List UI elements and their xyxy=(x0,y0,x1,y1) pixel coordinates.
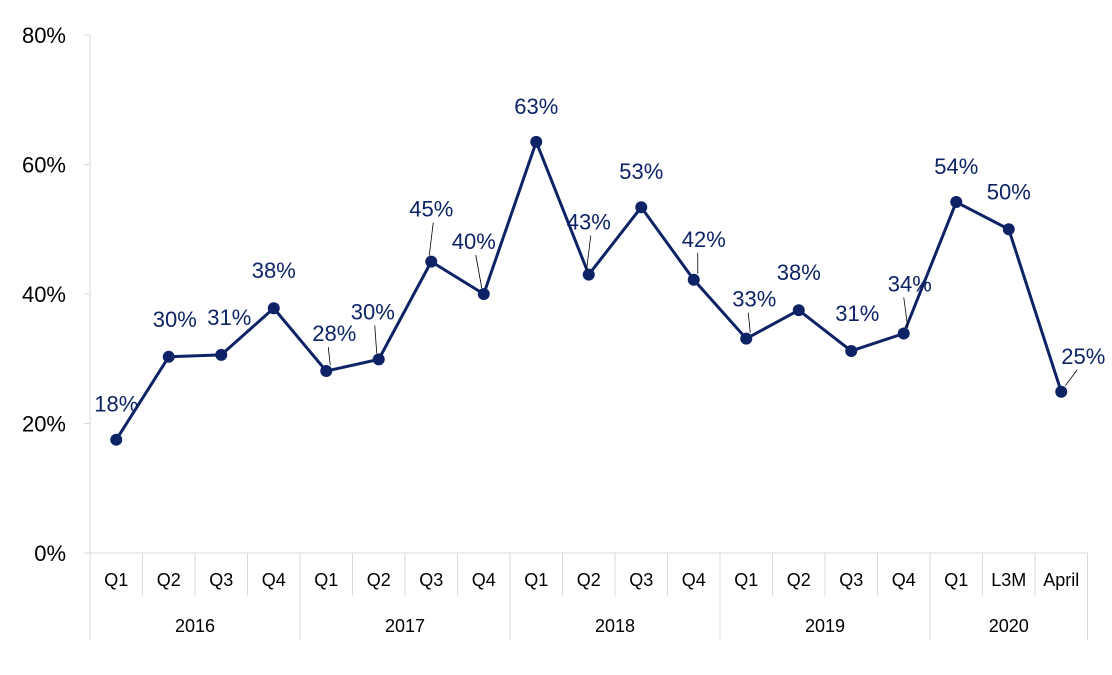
data-point xyxy=(845,344,858,357)
x-tick-label: Q4 xyxy=(892,570,916,590)
data-label: 30% xyxy=(351,299,395,324)
y-tick-label: 60% xyxy=(22,153,66,178)
data-point xyxy=(320,365,333,378)
data-label: 38% xyxy=(777,260,821,285)
data-point xyxy=(267,302,280,315)
data-label: 28% xyxy=(312,321,356,346)
data-point xyxy=(215,348,228,361)
x-tick-label: Q1 xyxy=(314,570,338,590)
data-label: 34% xyxy=(888,271,932,296)
data-label: 25% xyxy=(1061,344,1105,369)
data-label: 50% xyxy=(987,179,1031,204)
x-tick-label: Q1 xyxy=(524,570,548,590)
x-group-label: 2019 xyxy=(805,616,845,636)
data-label: 63% xyxy=(514,94,558,119)
data-label: 18% xyxy=(94,392,138,417)
data-label: 45% xyxy=(409,197,453,222)
x-tick-label: Q2 xyxy=(157,570,181,590)
axes: 0% 20% 40% 60% 80% Q1 Q2 Q3 Q4 Q1 Q2 Q3 Q4 Q1 Q2 Q3 Q4 Q1… xyxy=(22,23,1088,640)
data-points-layer xyxy=(110,135,1068,446)
data-label: 54% xyxy=(934,154,978,179)
label-leader-line xyxy=(475,254,483,289)
data-point xyxy=(740,332,753,345)
data-point xyxy=(372,353,385,366)
label-leader-line xyxy=(747,312,751,333)
x-tick-label: Q3 xyxy=(629,570,653,590)
x-tick-label: Q2 xyxy=(577,570,601,590)
data-point xyxy=(1002,223,1015,236)
data-point xyxy=(110,433,123,446)
x-tick-label: April xyxy=(1043,570,1079,590)
x-tick-label: Q2 xyxy=(367,570,391,590)
y-tick-label: 80% xyxy=(22,23,66,48)
label-leader-line xyxy=(327,347,331,366)
x-group-label: 2020 xyxy=(989,616,1029,636)
x-tick-label: L3M xyxy=(991,570,1026,590)
y-tick-label: 20% xyxy=(22,412,66,437)
x-tick-label: Q1 xyxy=(734,570,758,590)
x-tick-label: Q4 xyxy=(472,570,496,590)
data-point xyxy=(477,288,490,300)
y-tick-label: 0% xyxy=(34,541,66,566)
data-point xyxy=(425,255,438,268)
data-label: 53% xyxy=(619,159,663,184)
label-leader-line xyxy=(374,325,378,354)
data-labels-layer: 18%30% 31%38%28%30%45%40%63%43%53%42%33%3… xyxy=(94,94,1105,417)
data-point xyxy=(582,268,595,281)
x-tick-label: Q3 xyxy=(419,570,443,590)
data-point xyxy=(687,273,700,286)
data-label: 33% xyxy=(732,287,776,312)
x-tick-label: Q1 xyxy=(104,570,128,590)
data-point xyxy=(950,196,963,209)
data-label: 38% xyxy=(252,258,296,283)
x-tick-label: Q4 xyxy=(262,570,286,590)
x-group-label: 2018 xyxy=(595,616,635,636)
data-label: 43% xyxy=(567,210,611,235)
x-group-label: 2017 xyxy=(385,616,425,636)
data-label: 40% xyxy=(452,229,496,254)
x-tick-label: Q3 xyxy=(839,570,863,590)
data-point xyxy=(635,201,648,214)
x-tick-label: Q3 xyxy=(209,570,233,590)
data-label: 42% xyxy=(682,227,726,252)
data-label: 31% xyxy=(207,305,251,330)
data-label: 31% xyxy=(835,301,879,326)
data-label: 30% xyxy=(153,307,197,332)
x-tick-label: Q4 xyxy=(682,570,706,590)
y-tick-label: 40% xyxy=(22,282,66,307)
label-leader-line xyxy=(428,222,434,256)
data-point xyxy=(530,135,543,148)
data-point xyxy=(792,304,805,317)
label-leader-line xyxy=(1064,369,1078,387)
x-group-label: 2016 xyxy=(175,616,215,636)
x-tick-label: Q2 xyxy=(787,570,811,590)
label-leader-line xyxy=(903,297,909,328)
data-point xyxy=(897,327,910,340)
data-point xyxy=(1055,385,1068,398)
x-tick-label: Q1 xyxy=(944,570,968,590)
label-leader-line xyxy=(586,235,592,269)
data-point xyxy=(162,350,175,363)
